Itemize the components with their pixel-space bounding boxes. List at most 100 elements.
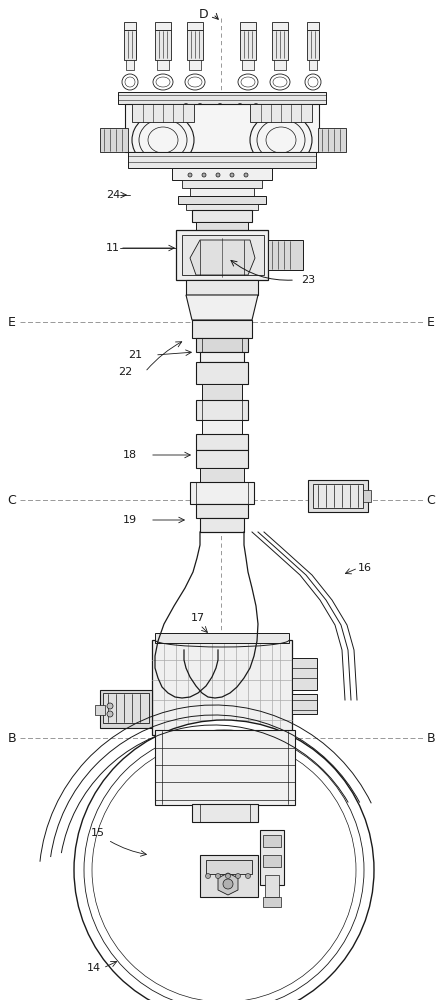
Circle shape <box>216 173 220 177</box>
Bar <box>132 104 194 122</box>
Text: 16: 16 <box>358 563 372 573</box>
Bar <box>196 338 248 352</box>
Bar <box>152 640 292 735</box>
Bar <box>187 30 203 60</box>
Circle shape <box>237 104 242 108</box>
Bar <box>272 22 288 30</box>
Bar <box>263 855 281 867</box>
Bar <box>263 835 281 847</box>
Bar <box>200 518 244 532</box>
Bar <box>103 693 149 723</box>
Polygon shape <box>218 873 238 895</box>
Bar <box>124 30 136 60</box>
Bar <box>125 104 319 152</box>
Circle shape <box>74 720 374 1000</box>
Bar <box>260 830 284 885</box>
Circle shape <box>236 874 241 879</box>
Bar <box>182 180 262 188</box>
Circle shape <box>225 874 230 879</box>
Circle shape <box>230 173 234 177</box>
Bar <box>268 240 303 270</box>
Circle shape <box>183 104 189 108</box>
Bar <box>95 705 105 715</box>
Bar <box>263 897 281 907</box>
Circle shape <box>215 874 221 879</box>
Text: 19: 19 <box>123 515 137 525</box>
Circle shape <box>107 711 113 717</box>
Bar <box>126 60 134 70</box>
Bar <box>192 320 252 338</box>
Bar <box>265 875 279 897</box>
Bar <box>272 30 288 60</box>
Circle shape <box>244 173 248 177</box>
Bar <box>313 484 363 508</box>
Text: 18: 18 <box>123 450 137 460</box>
Text: C: C <box>8 493 16 506</box>
Text: 17: 17 <box>191 613 205 623</box>
Circle shape <box>218 104 222 108</box>
Circle shape <box>92 738 356 1000</box>
Text: B: B <box>427 732 435 744</box>
Text: B: B <box>8 732 16 744</box>
Bar <box>190 188 254 196</box>
Bar <box>307 30 319 60</box>
Bar <box>186 280 258 295</box>
Bar <box>363 490 371 502</box>
Bar <box>308 480 368 512</box>
Bar <box>202 384 242 400</box>
Bar <box>155 22 171 30</box>
Bar <box>250 104 312 122</box>
Circle shape <box>223 879 233 889</box>
Bar <box>176 230 268 280</box>
Bar <box>192 210 252 222</box>
Bar <box>202 420 242 434</box>
Bar <box>128 152 316 168</box>
Bar <box>307 22 319 30</box>
Bar <box>200 468 244 482</box>
Bar <box>100 690 152 728</box>
Circle shape <box>107 703 113 709</box>
Text: 14: 14 <box>87 963 101 973</box>
Text: D: D <box>199 7 209 20</box>
Text: 22: 22 <box>118 367 132 377</box>
Circle shape <box>206 874 210 879</box>
Circle shape <box>198 104 202 108</box>
Bar <box>240 22 256 30</box>
Bar <box>118 92 326 104</box>
Bar <box>196 504 248 518</box>
Bar <box>206 860 252 874</box>
Bar <box>157 60 169 70</box>
Bar <box>189 60 201 70</box>
Bar <box>274 60 286 70</box>
Bar <box>196 434 248 450</box>
Bar <box>182 235 264 275</box>
Text: 21: 21 <box>128 350 142 360</box>
Polygon shape <box>186 295 258 320</box>
Bar <box>196 400 248 420</box>
Bar <box>196 450 248 468</box>
Circle shape <box>84 730 364 1000</box>
Bar <box>100 128 128 152</box>
Bar <box>200 855 258 897</box>
Text: 24: 24 <box>106 190 120 200</box>
Circle shape <box>253 104 259 108</box>
Bar <box>196 362 248 384</box>
Bar <box>192 804 258 822</box>
Bar <box>178 196 266 204</box>
Bar <box>242 60 254 70</box>
Text: E: E <box>427 316 435 328</box>
Text: 15: 15 <box>91 828 105 838</box>
Bar <box>200 352 244 362</box>
Bar <box>155 730 295 805</box>
Bar <box>186 204 258 210</box>
Text: 23: 23 <box>301 275 315 285</box>
Bar <box>172 168 272 180</box>
Bar <box>318 128 346 152</box>
Bar <box>155 633 289 643</box>
Text: C: C <box>427 493 435 506</box>
Bar <box>124 22 136 30</box>
Bar <box>187 22 203 30</box>
Circle shape <box>202 173 206 177</box>
Circle shape <box>245 874 250 879</box>
Bar <box>155 30 171 60</box>
